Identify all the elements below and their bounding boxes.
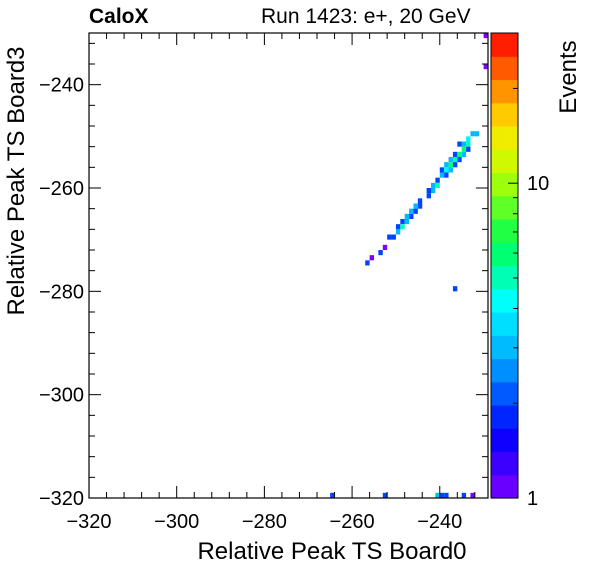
palette-band [491,219,518,243]
x-tick-label: −300 [154,511,199,533]
heatmap-bin [391,234,396,240]
palette-band [491,265,518,290]
heatmap-bin [431,188,436,194]
palette-band [491,195,518,220]
heatmap-bin [483,33,488,39]
palette-band [491,312,518,336]
brand-label: CaloX [89,5,149,28]
heatmap-bin [457,141,462,147]
heatmap-bin [439,167,445,173]
color-palette [491,33,518,499]
y-tick-label: −240 [39,75,84,97]
palette-band [491,381,518,406]
heatmap-bin [444,492,449,498]
heatmap-bin [400,219,405,225]
heatmap-bin [439,172,445,178]
heatmap-bin [448,162,453,168]
palette-band [491,33,518,57]
heatmap-bin [444,162,449,168]
heatmap-bin [448,167,453,173]
axes: −320 −300 −280 −260 −240 −320 −300 −280 −260 −240… [39,32,549,533]
heatmap-bin [452,157,458,163]
heatmap-bin [404,219,410,225]
palette-band [491,126,518,150]
heatmap-bin [426,188,431,194]
heatmap-bin [474,131,480,137]
heatmap-bin [444,167,449,173]
heatmap-bin [470,131,475,137]
heatmap-bin [365,260,370,266]
heatmap-bin [452,151,458,157]
run-info-label: Run 1423: e+, 20 GeV [261,5,471,28]
y-tick-label: −260 [39,178,84,200]
heatmap-bin [431,182,436,188]
heatmap-bin [452,162,458,168]
x-axis-title: Relative Peak TS Board0 [197,538,466,565]
heatmap-bin [466,146,471,152]
x-tick-label: −320 [66,511,111,533]
heatmap-bin [444,172,449,178]
heatmap-bin [400,224,405,230]
bins-layer [330,33,488,498]
heatmap-bin [330,492,335,498]
heatmap-bin [439,492,445,498]
heatmap-bin [457,151,462,157]
z-axis-title: Events [555,40,582,113]
y-tick-label: −300 [39,385,84,407]
palette-band [491,451,518,476]
palette-band [491,149,518,174]
heatmap-bin [466,141,471,147]
heatmap-bin [470,492,475,498]
y-axis-title: Relative Peak TS Board3 [3,46,30,315]
heatmap-bin [461,151,467,157]
heatmap-bin [387,234,392,240]
heatmap-bin [413,203,418,209]
x-tick-label: −240 [417,511,462,533]
heatmap-bin [435,182,440,188]
heatmap-bin [448,157,453,163]
heatmap-bin [461,141,467,147]
heatmap-bin [382,492,388,498]
x-tick-label: −260 [330,511,375,533]
heatmap-bin [452,286,458,292]
heatmap-bin [461,146,467,152]
heatmap-bin [382,244,388,250]
plot-frame [88,32,489,499]
heatmap-bin [461,492,467,498]
palette-band [491,474,518,499]
heatmap-bin [457,157,462,163]
heatmap-bin [413,208,418,214]
palette-band [491,405,518,429]
heatmap-bin [466,136,471,142]
y-tick-label: −280 [39,281,84,303]
heatmap-bin [435,177,440,183]
palette-band [491,56,518,81]
heatmap-bin [395,224,401,230]
heatmap-bin [378,250,383,256]
heatmap-bin [417,198,423,204]
heatmap-bin [435,492,440,498]
palette-band [491,172,518,197]
z-tick-label: 10 [527,173,549,195]
palette-band [491,358,518,383]
heatmap-bin [409,213,414,219]
palette-band [491,79,518,104]
heatmap-bin [417,203,423,209]
heatmap-bin [404,213,410,219]
palette-band [491,335,518,360]
heatmap-bin [426,193,431,199]
x-tick-label: −280 [242,511,287,533]
heatmap-bin [409,208,414,214]
palette-frame [490,32,519,499]
heatmap-bin [369,255,374,261]
heatmap-bin [483,64,488,70]
palette-band [491,428,518,453]
palette-band [491,288,518,313]
heatmap-bin [395,229,401,235]
palette-band [491,102,518,127]
palette-band [491,242,518,267]
y-tick-label: −320 [39,488,84,510]
z-tick-label: 1 [527,488,538,510]
